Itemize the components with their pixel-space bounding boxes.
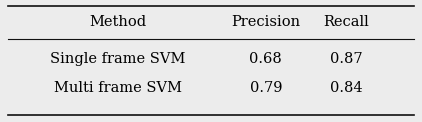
Text: 0.79: 0.79 — [249, 81, 282, 95]
Text: 0.84: 0.84 — [330, 81, 362, 95]
Text: Recall: Recall — [323, 15, 369, 29]
Text: Precision: Precision — [231, 15, 300, 29]
Text: Multi frame SVM: Multi frame SVM — [54, 81, 182, 95]
Text: Single frame SVM: Single frame SVM — [51, 52, 186, 66]
Text: 0.87: 0.87 — [330, 52, 362, 66]
Text: Method: Method — [89, 15, 147, 29]
Text: 0.68: 0.68 — [249, 52, 282, 66]
